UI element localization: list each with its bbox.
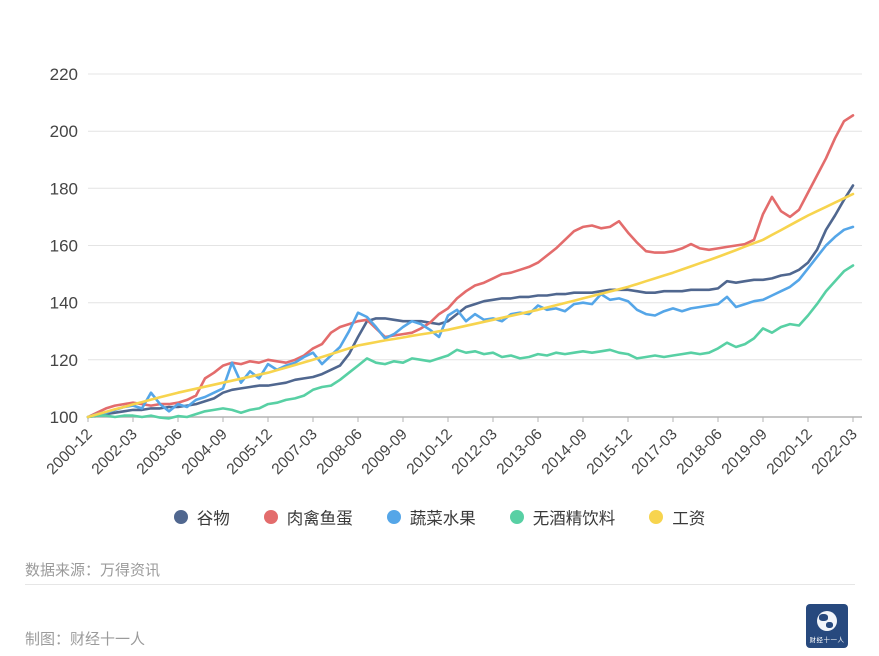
x-tick-label: 2010-12 [404, 426, 456, 478]
publisher-logo: 财经十一人 [806, 604, 848, 648]
chart-area: 100 120 140 160 180 200 220 2000-12 2002-03 2003-… [44, 65, 862, 478]
globe-icon [817, 610, 837, 631]
y-tick-label: 120 [50, 351, 78, 370]
legend-label: 蔬菜水果 [409, 510, 476, 528]
x-tick-label: 2012-03 [449, 426, 501, 478]
series-line-蔬菜水果 [86, 225, 855, 419]
legend-item: 蔬菜水果 [386, 505, 476, 529]
x-tick-label: 2017-03 [629, 426, 681, 478]
series-line-无酒精饮料 [86, 264, 855, 420]
x-tick-label: 2015-12 [584, 426, 636, 478]
x-tick-label: 2013-06 [494, 426, 546, 478]
series-line-肉禽鱼蛋 [86, 114, 855, 419]
x-tick-label: 2007-03 [269, 426, 321, 478]
legend-item: 工资 [649, 505, 705, 529]
legend-dot-icon [509, 510, 524, 524]
x-tick-label: 2014-09 [539, 426, 591, 478]
y-tick-label: 200 [50, 122, 78, 141]
legend-dot-icon [263, 510, 278, 524]
logo-text: 财经十一人 [809, 636, 845, 644]
x-tick-label: 2019-09 [719, 426, 771, 478]
x-tick-label: 2009-09 [359, 426, 411, 478]
legend-dot-icon [649, 510, 664, 524]
y-tick-label: 140 [50, 294, 78, 313]
y-tick-label: 180 [50, 179, 78, 198]
x-tick-label: 2005-12 [224, 426, 276, 478]
legend-label: 无酒精饮料 [532, 510, 616, 528]
series-line-谷物 [86, 184, 855, 419]
legend-item: 无酒精饮料 [509, 505, 616, 529]
legend-item: 谷物 [173, 505, 230, 529]
x-tick-label: 2004-09 [179, 426, 231, 478]
credit-text: 制图：财经十一人 [25, 631, 146, 648]
legend-dot-icon [173, 510, 188, 524]
x-tick-label: 2018-06 [674, 426, 726, 478]
y-tick-label: 220 [50, 65, 78, 84]
x-tick-label: 2003-06 [134, 426, 186, 478]
x-tick-label: 2002-03 [89, 426, 141, 478]
legend-label: 工资 [672, 510, 706, 528]
x-tick-label: 2008-06 [314, 426, 366, 478]
legend-item: 肉禽鱼蛋 [263, 505, 353, 529]
divider-line [25, 584, 855, 585]
x-tick-label: 2022-03 [809, 426, 861, 478]
legend-dot-icon [386, 510, 401, 524]
chart-svg: 100 120 140 160 180 200 220 2000-122002-032003-… [44, 65, 862, 478]
legend: 谷物 肉禽鱼蛋 蔬菜水果 无酒精饮料 工资 [0, 505, 879, 529]
legend-label: 谷物 [196, 510, 230, 528]
series-line-工资 [86, 192, 855, 419]
legend-label: 肉禽鱼蛋 [286, 510, 353, 528]
x-tick-label: 2000-12 [44, 426, 96, 478]
y-tick-label: 100 [50, 408, 78, 427]
data-source-text: 数据来源：万得资讯 [25, 562, 161, 579]
y-tick-label: 160 [50, 237, 78, 256]
x-tick-label: 2020-12 [764, 426, 816, 478]
